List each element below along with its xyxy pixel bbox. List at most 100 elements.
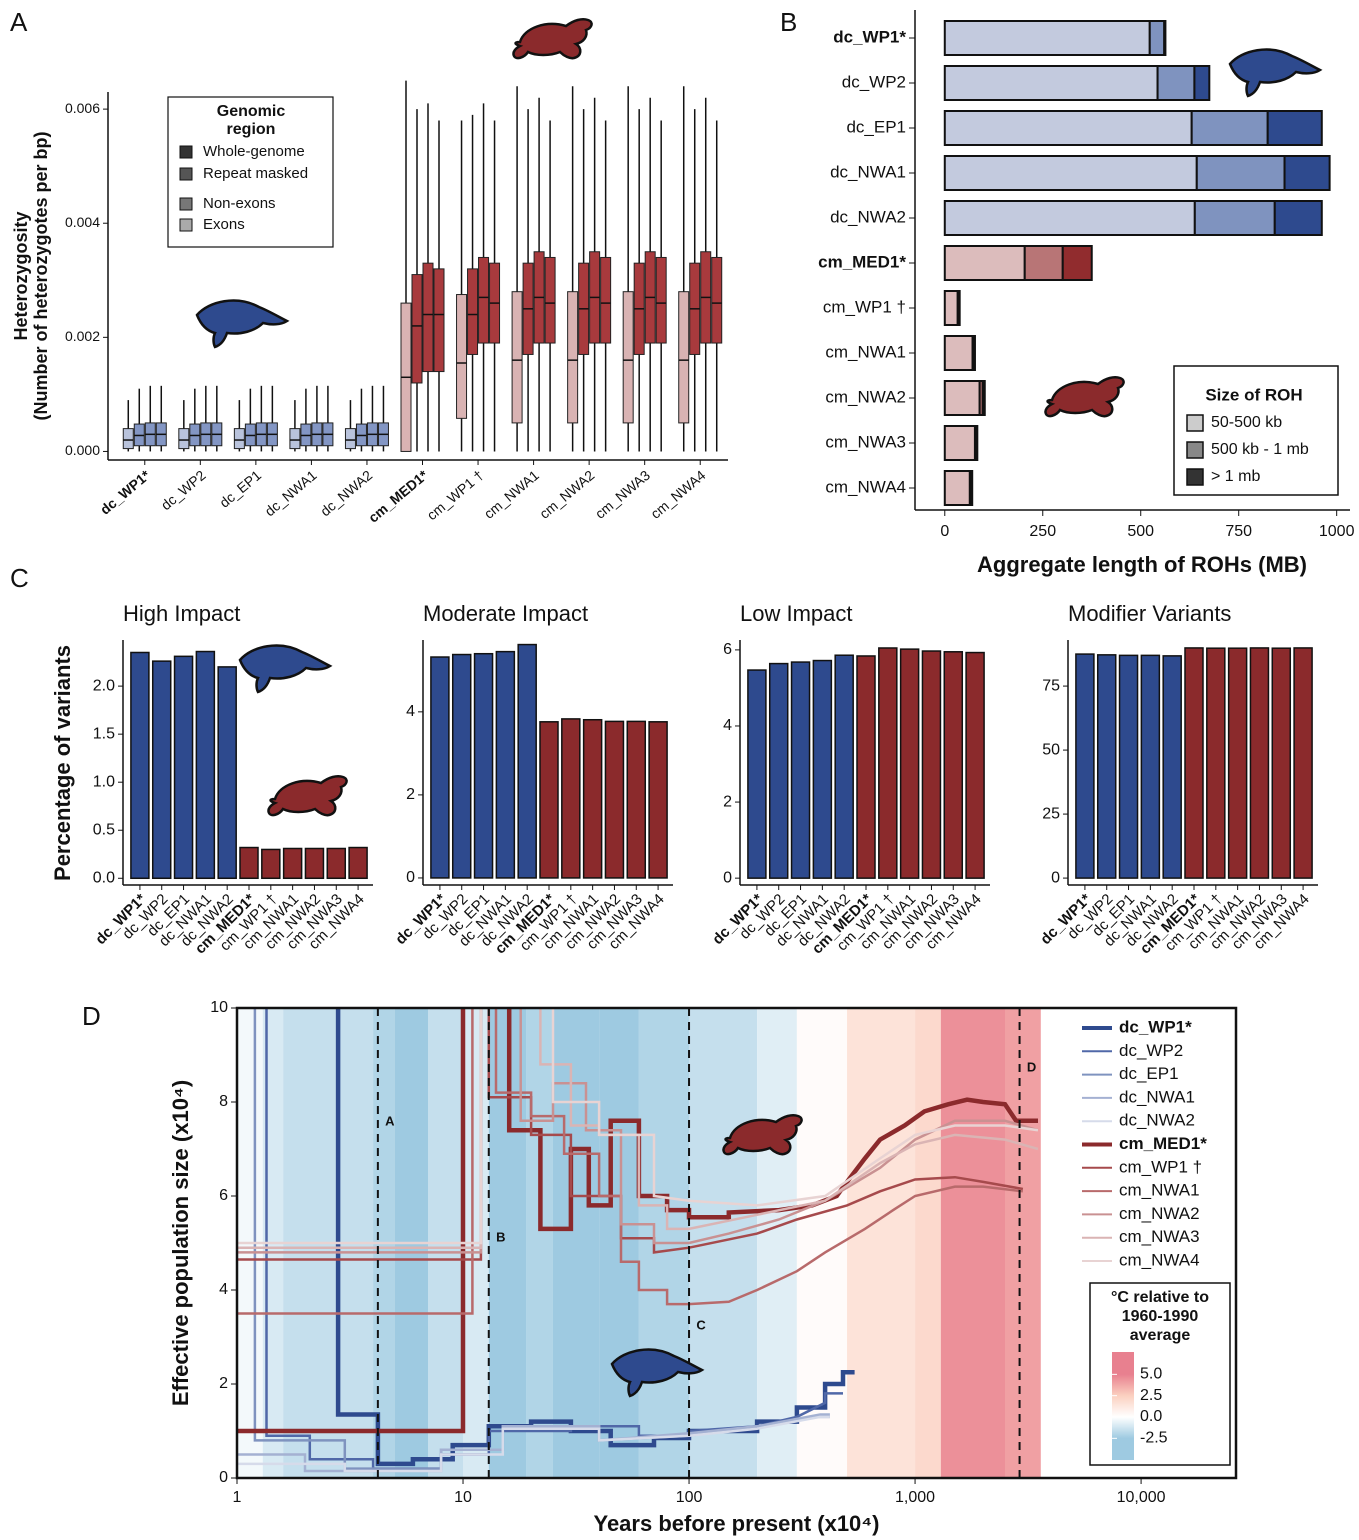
temperature-band — [526, 1008, 553, 1478]
y-tick-label: dc_WP1* — [833, 27, 906, 46]
temperature-band — [757, 1008, 797, 1478]
y-axis-title: Effective population size (x10⁴) — [168, 1080, 193, 1406]
bar — [921, 650, 942, 879]
population-line — [237, 1008, 1024, 1315]
legend-label: dc_WP1* — [1119, 1017, 1192, 1036]
y-tick-label: 0.000 — [65, 442, 100, 458]
panel-label: C — [10, 563, 29, 593]
bar-segment — [1023, 245, 1064, 281]
bar-segment — [1283, 155, 1331, 191]
plot-frame — [235, 1006, 1238, 1480]
y-tick-label: 0.5 — [93, 821, 115, 838]
colorbar-tick-label: 0.0 — [1140, 1408, 1162, 1425]
y-tick-label: 1.5 — [93, 725, 115, 742]
event-label: C — [696, 1317, 706, 1332]
legend-label: dc_NWA2 — [1119, 1111, 1195, 1130]
y-tick-label: cm_NWA3 — [825, 432, 906, 451]
event-label: B — [496, 1229, 505, 1244]
population-line — [265, 1008, 843, 1470]
bar — [1206, 647, 1226, 879]
x-tick-label: 1 — [233, 1489, 242, 1506]
bar — [604, 720, 625, 879]
box — [289, 428, 301, 450]
bar — [790, 661, 811, 879]
x-tick-label: 500 — [1127, 523, 1154, 540]
turtle-icon — [267, 775, 348, 817]
bar — [812, 659, 833, 879]
bar-segment — [970, 470, 974, 506]
legend-title: Genomic — [217, 103, 286, 120]
y-tick-label: 0.006 — [65, 100, 100, 116]
bar-segment — [943, 110, 1193, 146]
bar-segment — [972, 335, 976, 371]
box — [600, 256, 612, 344]
population-line — [237, 1008, 1024, 1261]
y-tick-label: 6 — [219, 1187, 228, 1204]
y-tick-label: dc_NWA1 — [830, 162, 906, 181]
y-tick-label: 2 — [406, 786, 415, 803]
legend-label: cm_MED1* — [1119, 1134, 1207, 1153]
y-tick-label: dc_NWA2 — [830, 207, 906, 226]
bar-segment — [1195, 155, 1286, 191]
colorbar-tick-label: 5.0 — [1140, 1366, 1162, 1383]
bar-segment — [943, 200, 1196, 236]
box — [622, 291, 634, 424]
y-tick-label: 0 — [406, 869, 415, 886]
legend-label: cm_NWA1 — [1119, 1181, 1200, 1200]
population-line — [237, 1413, 830, 1473]
bar — [195, 650, 216, 880]
colorbar-title: 1960-1990 — [1122, 1308, 1199, 1325]
legend-title: Size of ROH — [1205, 385, 1302, 404]
legend-label: dc_WP2 — [1119, 1041, 1183, 1060]
legend-label: cm_NWA3 — [1119, 1227, 1200, 1246]
x-tick-label: 750 — [1225, 523, 1252, 540]
panel-label: B — [780, 7, 797, 37]
bar — [1162, 655, 1182, 879]
y-tick-label: 4 — [406, 703, 415, 720]
panel-title: High Impact — [123, 601, 240, 626]
y-tick-label: 0 — [219, 1469, 228, 1486]
legend-key — [179, 167, 193, 181]
box — [456, 294, 468, 419]
bar-segment — [1156, 65, 1196, 101]
legend-key — [179, 197, 193, 211]
bar — [965, 651, 985, 879]
bar — [1227, 647, 1248, 879]
x-axis-title: Aggregate length of ROHs (MB) — [977, 552, 1307, 577]
bar — [239, 846, 259, 880]
colorbar-title: °C relative to — [1111, 1289, 1209, 1306]
y-tick-label: 0 — [723, 869, 732, 886]
bar — [1249, 647, 1270, 879]
y-axis-title: (Number of heterozygotes per bp) — [31, 131, 51, 420]
bar — [539, 721, 559, 879]
y-tick-label: 2.0 — [93, 677, 115, 694]
y-tick-label: 1.0 — [93, 773, 115, 790]
bar — [878, 647, 898, 879]
bar — [1075, 653, 1095, 879]
bar — [173, 655, 194, 880]
panel-title: Low Impact — [740, 601, 853, 626]
y-tick-label: 2 — [219, 1375, 228, 1392]
box — [544, 256, 556, 344]
bar — [1271, 647, 1292, 879]
legend-label: dc_EP1 — [1119, 1064, 1179, 1083]
bar — [1096, 654, 1117, 879]
bar — [1140, 654, 1161, 879]
y-tick-label: cm_NWA4 — [825, 477, 906, 496]
population-line — [237, 1415, 830, 1473]
y-tick-label: cm_NWA2 — [825, 387, 906, 406]
legend-label: Whole-genome — [203, 143, 305, 160]
y-axis-title: Percentage of variants — [50, 645, 75, 881]
x-tick-label: dc_EP1 — [216, 467, 264, 511]
x-tick-label: cm_NWA1 — [481, 467, 542, 522]
legend-box — [167, 96, 334, 248]
bar — [561, 718, 581, 879]
bar-segment — [943, 245, 1026, 281]
bar — [495, 650, 516, 879]
bar-segment — [975, 425, 979, 461]
box — [655, 256, 667, 344]
bar — [626, 720, 647, 879]
panel-title: Moderate Impact — [423, 601, 588, 626]
y-tick-label: 75 — [1042, 677, 1060, 694]
